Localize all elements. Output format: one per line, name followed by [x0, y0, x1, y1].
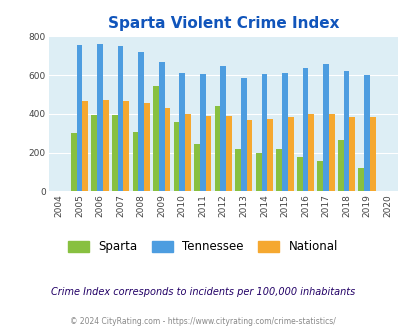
Bar [296, 157, 302, 191]
Legend: Sparta, Tennessee, National: Sparta, Tennessee, National [63, 236, 342, 258]
Bar [363, 76, 369, 191]
Bar [287, 117, 293, 191]
Bar [117, 46, 123, 191]
Bar [328, 114, 334, 191]
Bar [97, 44, 103, 191]
Bar [241, 78, 246, 191]
Bar [255, 152, 261, 191]
Bar [144, 103, 149, 191]
Bar [179, 73, 185, 191]
Bar [317, 161, 322, 191]
Bar [220, 66, 226, 191]
Bar [234, 149, 241, 191]
Bar [214, 106, 220, 191]
Text: © 2024 CityRating.com - https://www.cityrating.com/crime-statistics/: © 2024 CityRating.com - https://www.city… [70, 317, 335, 326]
Bar [158, 62, 164, 191]
Text: Crime Index corresponds to incidents per 100,000 inhabitants: Crime Index corresponds to incidents per… [51, 287, 354, 297]
Bar [322, 64, 328, 191]
Bar [103, 100, 109, 191]
Bar [358, 168, 363, 191]
Bar [164, 109, 170, 191]
Bar [77, 45, 82, 191]
Bar [261, 74, 266, 191]
Bar [307, 114, 313, 191]
Bar [123, 101, 129, 191]
Bar [226, 116, 231, 191]
Bar [246, 120, 252, 191]
Bar [337, 140, 343, 191]
Bar [138, 52, 144, 191]
Bar [266, 118, 272, 191]
Bar [71, 133, 77, 191]
Bar [194, 144, 199, 191]
Title: Sparta Violent Crime Index: Sparta Violent Crime Index [107, 16, 338, 31]
Bar [132, 132, 138, 191]
Bar [173, 122, 179, 191]
Bar [185, 114, 190, 191]
Bar [153, 86, 158, 191]
Bar [276, 149, 281, 191]
Bar [369, 117, 375, 191]
Bar [91, 115, 97, 191]
Bar [112, 115, 117, 191]
Bar [343, 71, 349, 191]
Bar [281, 73, 287, 191]
Bar [199, 74, 205, 191]
Bar [302, 68, 307, 191]
Bar [205, 116, 211, 191]
Bar [349, 117, 354, 191]
Bar [82, 101, 88, 191]
